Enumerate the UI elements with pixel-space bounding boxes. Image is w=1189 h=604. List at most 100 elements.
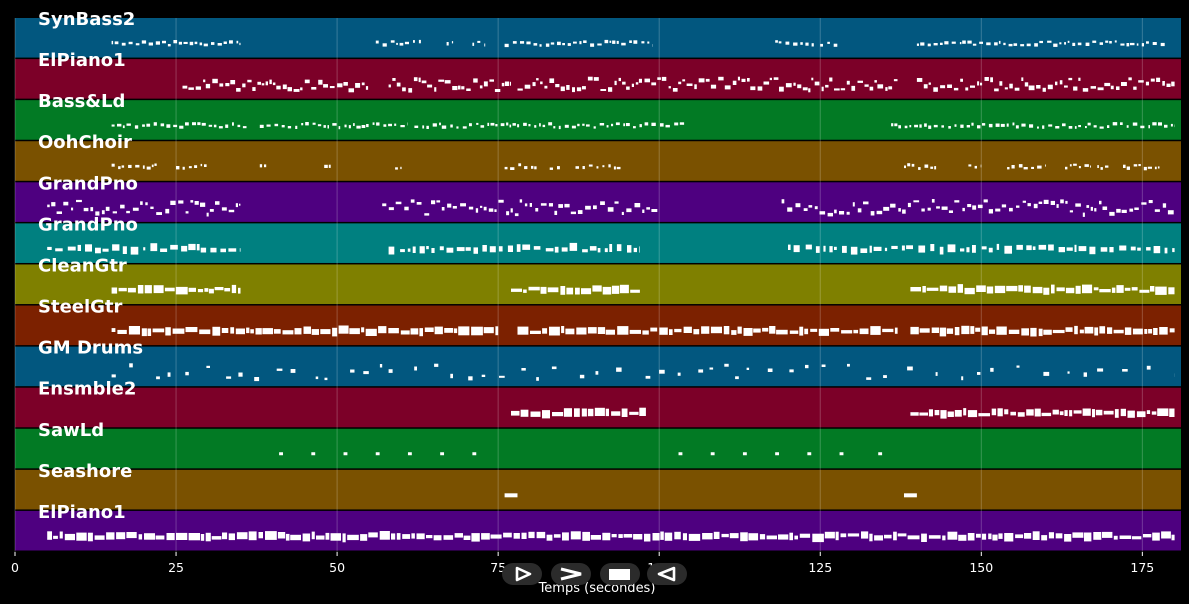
- note-mark: [1134, 207, 1139, 210]
- note-mark: [1079, 329, 1084, 334]
- note-mark: [631, 83, 634, 87]
- note-mark: [1034, 408, 1041, 417]
- note-mark: [501, 82, 505, 87]
- note-mark: [609, 244, 613, 252]
- note-mark: [434, 87, 437, 92]
- note-mark: [629, 329, 641, 334]
- note-mark: [490, 534, 502, 539]
- track-label: ElPiano1: [38, 50, 126, 71]
- note-mark: [1068, 77, 1073, 81]
- note-mark: [587, 76, 593, 81]
- note-mark: [534, 166, 537, 170]
- play-button[interactable]: [502, 563, 542, 585]
- note-mark: [446, 247, 454, 253]
- note-mark: [1093, 287, 1099, 291]
- note-mark: [1139, 289, 1150, 293]
- note-mark: [402, 87, 406, 92]
- note-mark: [934, 410, 940, 416]
- note-mark: [499, 375, 505, 378]
- note-mark: [781, 199, 785, 204]
- note-mark: [710, 84, 717, 89]
- note-mark: [545, 43, 550, 47]
- note-mark: [47, 531, 52, 540]
- note-mark: [1170, 123, 1173, 127]
- note-mark: [524, 166, 528, 170]
- note-mark: [907, 535, 920, 540]
- note-mark: [585, 205, 591, 210]
- note-mark: [511, 288, 522, 292]
- note-mark: [154, 163, 157, 166]
- note-mark: [1137, 247, 1141, 251]
- note-mark: [971, 122, 974, 126]
- note-mark: [1146, 247, 1151, 251]
- note-mark: [128, 164, 132, 168]
- note-mark: [947, 244, 956, 253]
- note-mark: [596, 166, 599, 169]
- stop-button[interactable]: [600, 563, 640, 585]
- note-mark: [597, 327, 606, 334]
- note-mark: [554, 210, 558, 215]
- note-mark: [494, 209, 497, 212]
- note-mark: [166, 533, 175, 541]
- note-mark: [376, 122, 380, 126]
- note-mark: [1147, 166, 1152, 169]
- note-mark: [290, 534, 301, 541]
- note-mark: [582, 123, 585, 126]
- note-mark: [178, 200, 184, 204]
- note-mark: [639, 246, 640, 253]
- note-mark: [994, 42, 998, 46]
- note-mark: [939, 285, 948, 292]
- note-mark: [588, 164, 593, 167]
- note-mark: [456, 126, 459, 129]
- note-mark: [1052, 409, 1059, 415]
- note-mark: [232, 122, 234, 126]
- note-mark: [396, 82, 401, 87]
- note-mark: [447, 203, 452, 208]
- note-mark: [146, 166, 151, 170]
- note-mark: [1155, 286, 1167, 295]
- note-mark: [327, 125, 329, 129]
- note-mark: [1141, 202, 1147, 205]
- note-mark: [235, 328, 245, 335]
- note-mark: [668, 86, 671, 89]
- note-mark: [418, 77, 421, 83]
- note-mark: [404, 206, 409, 211]
- note-mark: [1164, 124, 1168, 128]
- note-mark: [273, 329, 281, 334]
- fast-forward-button[interactable]: [551, 563, 591, 585]
- note-mark: [1042, 87, 1046, 92]
- note-mark: [323, 84, 328, 88]
- note-mark: [1095, 409, 1103, 416]
- note-mark: [674, 328, 682, 333]
- note-mark: [933, 87, 938, 92]
- note-mark: [957, 284, 963, 293]
- note-mark: [248, 531, 257, 541]
- note-mark: [767, 368, 773, 372]
- note-mark: [153, 122, 157, 126]
- note-mark: [514, 213, 519, 217]
- note-mark: [633, 126, 636, 129]
- note-mark: [438, 79, 445, 82]
- note-mark: [540, 203, 547, 206]
- note-mark: [220, 248, 226, 253]
- note-mark: [204, 164, 207, 167]
- note-mark: [1068, 126, 1073, 129]
- note-mark: [775, 452, 780, 456]
- rewind-button[interactable]: [647, 563, 687, 585]
- note-mark: [579, 374, 585, 379]
- note-mark: [661, 76, 667, 81]
- note-mark: [644, 533, 651, 542]
- note-mark: [870, 326, 881, 335]
- note-mark: [612, 40, 616, 44]
- note-mark: [363, 371, 369, 375]
- note-mark: [228, 209, 235, 213]
- track-band: [15, 510, 1181, 551]
- note-mark: [1114, 40, 1117, 43]
- note-mark: [652, 533, 660, 541]
- note-mark: [883, 206, 890, 211]
- note-mark: [265, 531, 277, 540]
- note-mark: [1116, 285, 1124, 293]
- note-mark: [904, 125, 908, 129]
- note-mark: [500, 123, 505, 127]
- note-mark: [597, 248, 601, 253]
